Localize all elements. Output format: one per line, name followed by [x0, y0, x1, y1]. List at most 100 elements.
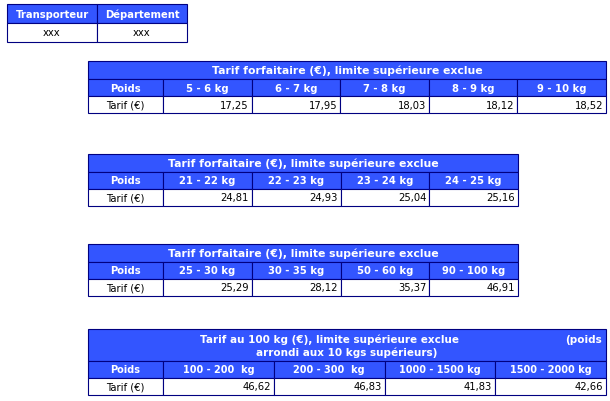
Text: 21 - 22 kg: 21 - 22 kg [179, 176, 235, 186]
Text: 1500 - 2000 kg: 1500 - 2000 kg [510, 365, 592, 375]
Text: arrondi aux 10 kgs supérieurs): arrondi aux 10 kgs supérieurs) [256, 347, 438, 357]
Text: 41,83: 41,83 [464, 381, 492, 391]
Bar [429, 80, 517, 97]
Bar [429, 172, 518, 190]
Bar [251, 97, 340, 114]
Bar [274, 378, 384, 395]
Bar [163, 378, 274, 395]
Bar [384, 378, 495, 395]
Text: 22 - 23 kg: 22 - 23 kg [268, 176, 324, 186]
Text: 46,62: 46,62 [242, 381, 271, 391]
Text: Département: Département [105, 9, 179, 20]
Bar [88, 97, 163, 114]
Text: Tarif au 100 kg (€), limite supérieure exclue: Tarif au 100 kg (€), limite supérieure e… [199, 334, 459, 344]
Bar [340, 80, 429, 97]
Text: Tarif (€): Tarif (€) [106, 381, 145, 391]
Bar [252, 279, 340, 296]
Text: 8 - 9 kg: 8 - 9 kg [452, 83, 494, 93]
Bar [429, 262, 518, 279]
Bar [88, 262, 163, 279]
Bar [97, 24, 187, 43]
Text: Tarif (€): Tarif (€) [106, 283, 145, 293]
Bar [252, 262, 340, 279]
Text: 18,52: 18,52 [575, 100, 603, 110]
Text: Poids: Poids [110, 365, 140, 375]
Text: xxx: xxx [43, 28, 61, 38]
Text: 17,25: 17,25 [220, 100, 249, 110]
Text: 23 - 24 kg: 23 - 24 kg [357, 176, 413, 186]
Bar [88, 172, 163, 190]
Text: (poids: (poids [565, 334, 602, 344]
Bar [88, 155, 518, 172]
Text: 9 - 10 kg: 9 - 10 kg [537, 83, 586, 93]
Text: 18,12: 18,12 [486, 100, 514, 110]
Bar [88, 361, 163, 378]
Text: 5 - 6 kg: 5 - 6 kg [186, 83, 229, 93]
Text: Tarif forfaitaire (€), limite supérieure exclue: Tarif forfaitaire (€), limite supérieure… [212, 66, 483, 76]
Text: Tarif forfaitaire (€), limite supérieure exclue: Tarif forfaitaire (€), limite supérieure… [168, 248, 439, 259]
Text: Tarif (€): Tarif (€) [106, 100, 145, 110]
Bar [88, 62, 606, 80]
Bar [163, 80, 251, 97]
Text: 200 - 300  kg: 200 - 300 kg [293, 365, 365, 375]
Text: 25,29: 25,29 [220, 283, 249, 293]
Text: 46,91: 46,91 [487, 283, 515, 293]
Text: 24,81: 24,81 [220, 193, 249, 203]
Bar [163, 172, 252, 190]
Text: 25 - 30 kg: 25 - 30 kg [179, 266, 235, 276]
Bar [163, 361, 274, 378]
Bar [340, 97, 429, 114]
Bar [340, 190, 429, 207]
Text: 25,04: 25,04 [398, 193, 426, 203]
Bar [517, 97, 606, 114]
Bar [88, 244, 518, 262]
Bar [340, 172, 429, 190]
Text: Poids: Poids [110, 266, 141, 276]
Bar [274, 361, 384, 378]
Bar [88, 190, 163, 207]
Bar [340, 262, 429, 279]
Text: 100 - 200  kg: 100 - 200 kg [182, 365, 254, 375]
Text: 17,95: 17,95 [309, 100, 337, 110]
Text: 90 - 100 kg: 90 - 100 kg [442, 266, 505, 276]
Bar [88, 329, 606, 361]
Bar [163, 262, 252, 279]
Bar [340, 279, 429, 296]
Text: 28,12: 28,12 [309, 283, 337, 293]
Bar [88, 279, 163, 296]
Text: Transporteur: Transporteur [15, 10, 88, 20]
Text: 6 - 7 kg: 6 - 7 kg [274, 83, 317, 93]
Bar [495, 361, 606, 378]
Bar [251, 80, 340, 97]
Text: xxx: xxx [133, 28, 151, 38]
Bar [97, 5, 187, 24]
Bar [429, 279, 518, 296]
Text: Poids: Poids [110, 83, 141, 93]
Text: 50 - 60 kg: 50 - 60 kg [357, 266, 413, 276]
Bar [88, 80, 163, 97]
Text: 35,37: 35,37 [398, 283, 426, 293]
Bar [384, 361, 495, 378]
Bar [517, 80, 606, 97]
Bar [7, 5, 97, 24]
Text: 7 - 8 kg: 7 - 8 kg [363, 83, 406, 93]
Text: 25,16: 25,16 [486, 193, 515, 203]
Text: 30 - 35 kg: 30 - 35 kg [268, 266, 325, 276]
Text: Tarif forfaitaire (€), limite supérieure exclue: Tarif forfaitaire (€), limite supérieure… [168, 158, 439, 169]
Bar [252, 190, 340, 207]
Text: Poids: Poids [110, 176, 141, 186]
Bar [163, 279, 252, 296]
Bar [252, 172, 340, 190]
Bar [163, 97, 251, 114]
Bar [429, 97, 517, 114]
Text: 42,66: 42,66 [575, 381, 603, 391]
Bar [495, 378, 606, 395]
Text: 24 - 25 kg: 24 - 25 kg [445, 176, 502, 186]
Text: 1000 - 1500 kg: 1000 - 1500 kg [399, 365, 481, 375]
Bar [163, 190, 252, 207]
Text: Tarif (€): Tarif (€) [106, 193, 145, 203]
Bar [88, 378, 163, 395]
Bar [429, 190, 518, 207]
Text: 24,93: 24,93 [309, 193, 337, 203]
Text: 46,83: 46,83 [353, 381, 381, 391]
